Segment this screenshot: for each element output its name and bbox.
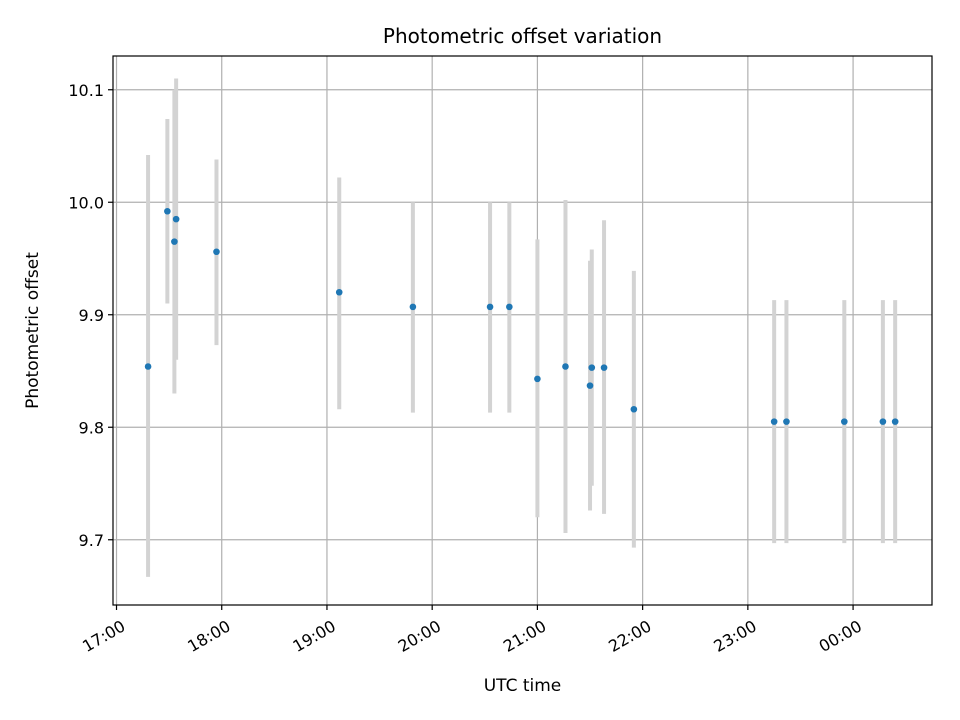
y-axis-label: Photometric offset (23, 252, 43, 409)
data-point (534, 375, 541, 383)
x-tick-label: 23:00 (710, 616, 759, 656)
y-tick-label: 9.9 (79, 306, 104, 325)
data-point (783, 418, 790, 425)
y-axis: 9.7 9.8 9.9 10.0 10.1 (68, 81, 113, 550)
data-point (486, 303, 494, 311)
data-point (506, 303, 513, 311)
y-tick-label: 10.0 (68, 193, 104, 212)
data-point (562, 363, 569, 370)
chart-title: Photometric offset variation (383, 24, 662, 48)
point-layer (144, 207, 899, 425)
data-point (409, 303, 417, 311)
x-tick-label: 22:00 (605, 616, 654, 656)
x-tick-label: 20:00 (395, 616, 444, 656)
y-tick-label: 10.1 (68, 81, 104, 100)
data-point (164, 207, 171, 215)
data-point (879, 418, 887, 425)
data-point (213, 248, 220, 256)
data-point (770, 418, 778, 425)
data-point (588, 364, 596, 371)
errorbar-layer (146, 78, 898, 577)
data-point (891, 418, 899, 425)
data-point (144, 363, 152, 370)
x-tick-label: 19:00 (290, 616, 339, 656)
x-axis-label: UTC time (484, 676, 562, 696)
data-point (335, 288, 343, 296)
x-tick-label: 21:00 (500, 616, 549, 656)
x-tick-label: 00:00 (816, 616, 865, 656)
x-tick-label: 18:00 (184, 616, 233, 656)
data-point (586, 382, 594, 389)
y-tick-label: 9.8 (79, 418, 104, 437)
x-axis: 17:00 18:00 19:00 20:00 21:00 22:00 23:00 00:00 (79, 605, 865, 656)
data-point (841, 418, 848, 425)
data-point (171, 238, 178, 245)
y-tick-label: 9.7 (79, 531, 104, 550)
data-point (172, 215, 180, 223)
data-point (600, 364, 608, 371)
plot-frame (112, 55, 933, 606)
data-point (630, 405, 638, 413)
grid-layer (113, 56, 932, 605)
x-tick-label: 17:00 (79, 616, 128, 656)
